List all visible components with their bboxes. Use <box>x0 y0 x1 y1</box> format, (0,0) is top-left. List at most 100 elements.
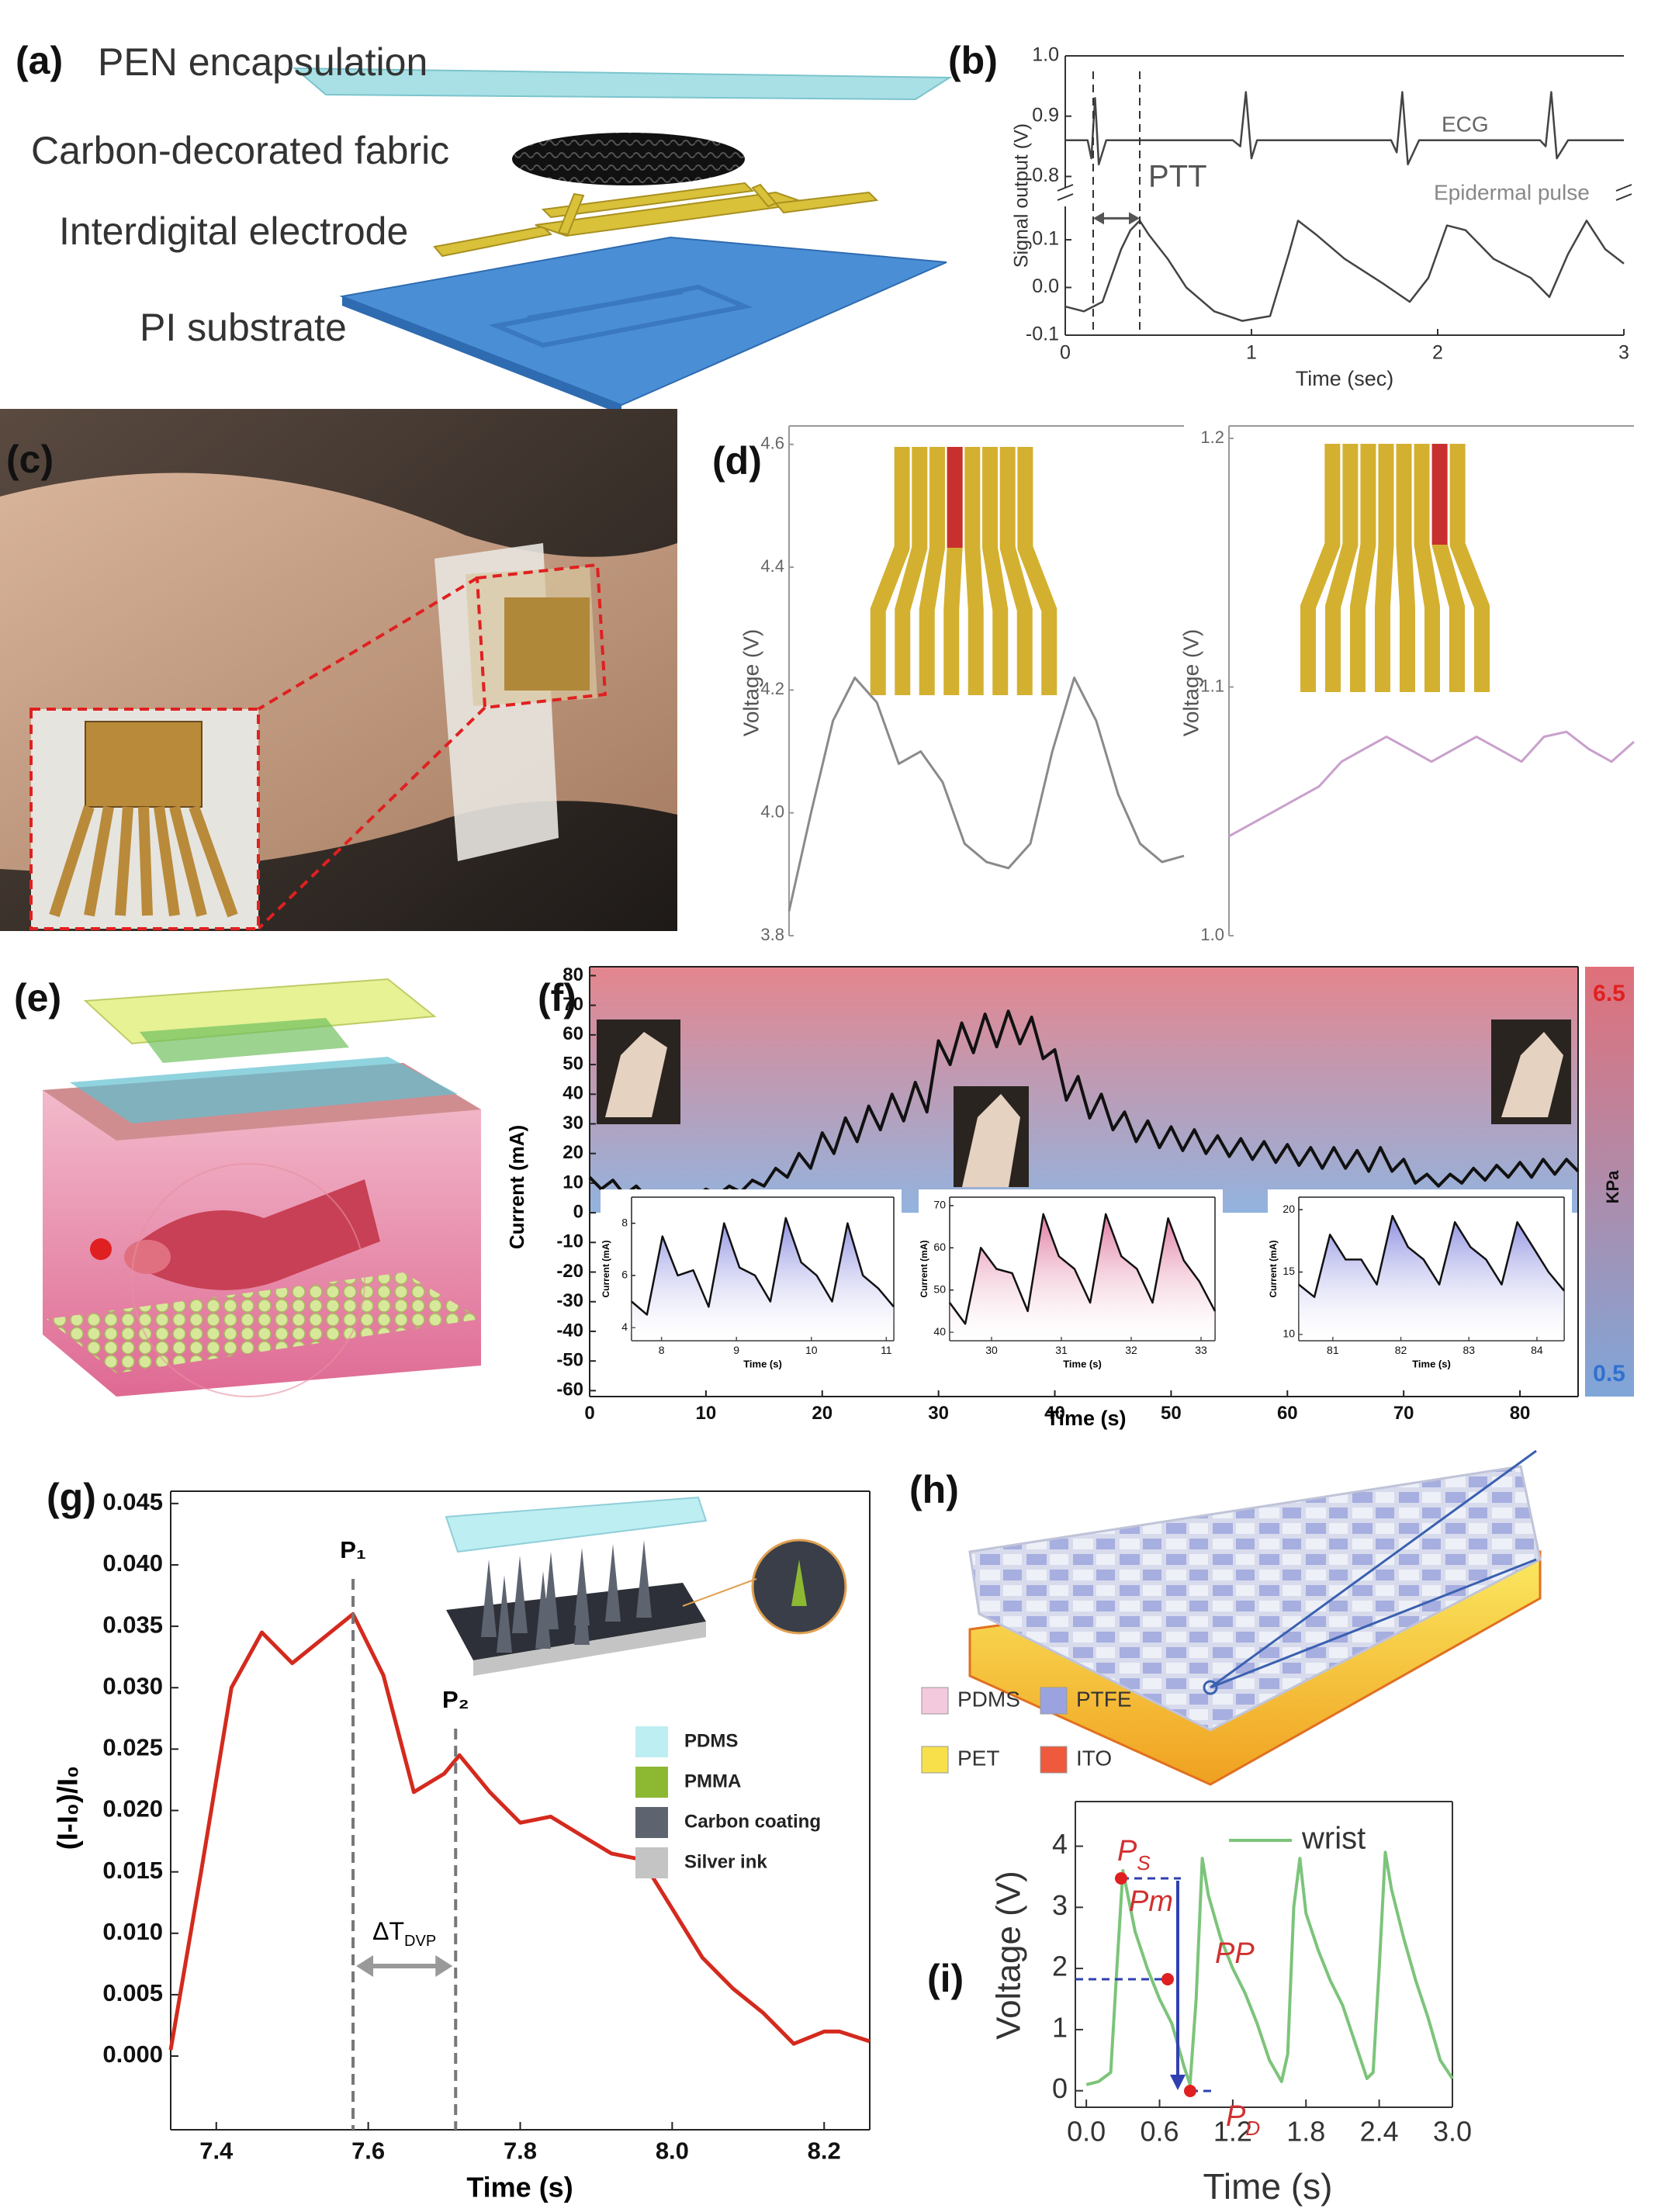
legend-label: ITO <box>1076 1746 1112 1770</box>
y-axis-label: Voltage (V) <box>990 1871 1028 2040</box>
x-tick-label: 30 <box>928 1403 949 1424</box>
colorbar-min: 0.5 <box>1593 1361 1625 1386</box>
x-axis-label: Time (sec) <box>1296 367 1394 390</box>
data-line <box>631 1217 895 1316</box>
axis-break <box>1615 184 1632 192</box>
y-axis-label: Voltage (V) <box>1179 629 1203 737</box>
inset-x-label: Time (s) <box>743 1358 782 1369</box>
x-tick-label: 8 <box>659 1344 665 1356</box>
x-tick-label: 50 <box>1161 1403 1182 1424</box>
x-tick-label: 8.2 <box>808 2138 841 2165</box>
inset-y-label: Current (mA) <box>919 1240 929 1297</box>
x-tick-label: 33 <box>1195 1344 1207 1356</box>
x-tick-label: 31 <box>1055 1344 1068 1356</box>
y-tick-label: 15 <box>1282 1265 1295 1277</box>
data-line <box>1065 91 1624 166</box>
electrode-finger <box>999 447 1033 695</box>
peak-label: P₂ <box>442 1686 469 1713</box>
y-tick-label: 4.6 <box>760 434 784 453</box>
y-tick-label: 70 <box>562 994 583 1015</box>
y-tick-label: -40 <box>556 1320 583 1341</box>
y-tick-label: 20 <box>562 1142 583 1163</box>
y-tick-label: 0 <box>573 1201 583 1222</box>
y-tick-label: 60 <box>933 1241 946 1253</box>
legend-swatch <box>921 1746 949 1774</box>
y-tick-label: 0.8 <box>1032 164 1059 186</box>
panel-label: (d) <box>712 439 762 483</box>
legend-swatch <box>635 1847 668 1878</box>
colorbar <box>1585 967 1634 1397</box>
layer-label: Carbon-decorated fabric <box>31 129 449 172</box>
y-tick-label: 4.4 <box>760 556 784 576</box>
x-tick-label: 3.0 <box>1433 2116 1472 2148</box>
legend-label: PTFE <box>1076 1687 1132 1711</box>
panel-label: (e) <box>14 976 61 1019</box>
y-tick-label: 10 <box>562 1172 583 1193</box>
y-tick-label: 4 <box>621 1321 628 1333</box>
y-tick-label: 6 <box>621 1269 628 1281</box>
x-tick-label: 40 <box>1044 1403 1065 1424</box>
panel-a-illustration <box>292 67 953 414</box>
y-axis-label: (I-I₀)/I₀ <box>52 1766 84 1850</box>
layer-label: Interdigital electrode <box>59 209 408 253</box>
x-tick-label: 7.4 <box>199 2138 234 2165</box>
x-tick-label: 0.0 <box>1067 2116 1106 2148</box>
x-tick-label: 32 <box>1125 1344 1137 1356</box>
panel-e-illustration <box>43 978 481 1397</box>
x-tick-label: 81 <box>1327 1344 1339 1356</box>
y-tick-label: 0.000 <box>102 2041 163 2068</box>
annotation: PD <box>1226 2100 1260 2140</box>
y-tick-label: 3 <box>1052 1889 1068 1921</box>
electrode-finger <box>1449 444 1490 692</box>
y-tick-label: 4.0 <box>760 801 784 821</box>
electrode-finger <box>1375 444 1394 692</box>
data-area <box>632 1217 894 1341</box>
panel-label: (c) <box>6 438 54 481</box>
arrow-head <box>1170 2075 1186 2090</box>
pi-substrate <box>339 236 947 407</box>
y-tick-label: 0.015 <box>102 1857 163 1884</box>
fabric-layer <box>512 133 745 185</box>
x-tick-label: 8.0 <box>656 2138 689 2165</box>
label-main: ΔT <box>372 1917 404 1945</box>
key-point <box>1115 1872 1127 1885</box>
y-tick-label: 10 <box>1282 1328 1295 1340</box>
electrode-finger <box>1414 444 1440 692</box>
y-tick-label: 0.9 <box>1032 104 1059 126</box>
x-tick-label: 7.6 <box>351 2138 385 2165</box>
legend-label: Carbon coating <box>684 1811 821 1832</box>
y-tick-label: 0.010 <box>102 1918 163 1945</box>
legend-swatch <box>635 1726 668 1757</box>
data-line <box>1085 1850 1454 2086</box>
y-tick-label: 40 <box>933 1325 946 1338</box>
layer-label: PEN encapsulation <box>98 40 428 84</box>
x-tick-label: 70 <box>1393 1403 1414 1424</box>
y-tick-label: -30 <box>556 1290 583 1311</box>
x-tick-label: 2 <box>1432 341 1443 363</box>
annotation: PTT <box>1148 160 1207 194</box>
panel-c-photo <box>0 409 677 931</box>
x-axis-label: Time (s) <box>1046 1407 1126 1430</box>
panel-label: (i) <box>927 1957 964 2000</box>
x-tick-label: 82 <box>1395 1344 1407 1356</box>
label-main: P <box>1226 2100 1246 2133</box>
x-tick-label: 1.8 <box>1286 2116 1325 2148</box>
x-axis-label: Time (s) <box>466 2172 573 2203</box>
y-tick-label: 0.020 <box>102 1795 163 1823</box>
label-sub: S <box>1137 1851 1151 1874</box>
inset-y-label: Current (mA) <box>1268 1240 1279 1297</box>
legend-swatch <box>921 1687 949 1715</box>
peak-label: P₁ <box>340 1536 366 1563</box>
x-tick-label: 7.8 <box>504 2138 537 2165</box>
y-tick-label: 40 <box>562 1083 583 1104</box>
electrode-finger <box>1396 444 1415 692</box>
electrode-layer <box>433 182 879 258</box>
legend-swatch <box>1040 1687 1068 1715</box>
inset-y-label: Current (mA) <box>601 1240 611 1297</box>
y-tick-label: 0.035 <box>102 1611 163 1638</box>
y-tick-label: -0.1 <box>1026 324 1059 345</box>
x-tick-label: 1.2 <box>1213 2116 1252 2148</box>
y-tick-label: 0.025 <box>102 1734 163 1761</box>
y-tick-label: 0.1 <box>1032 228 1059 250</box>
